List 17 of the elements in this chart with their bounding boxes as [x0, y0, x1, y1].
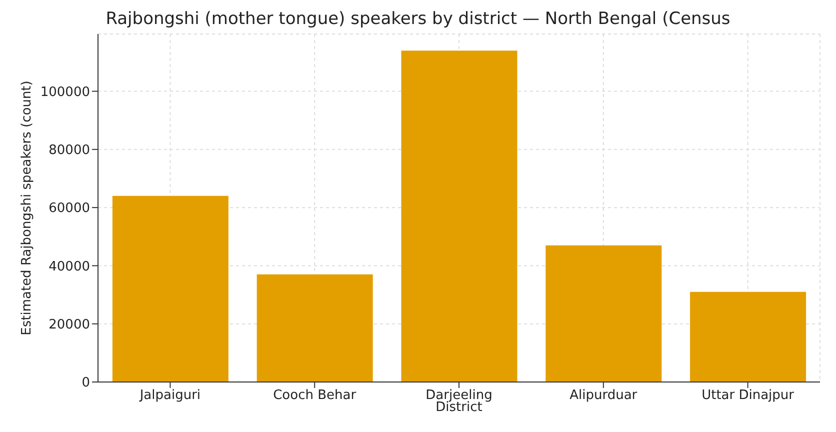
y-tick-label: 0	[82, 376, 90, 391]
x-tick-label: Jalpaiguri	[138, 388, 201, 404]
bar	[546, 245, 662, 382]
bar	[256, 274, 373, 382]
y-tick-label: 100000	[40, 84, 90, 100]
x-tick-label: Cooch Behar	[273, 388, 357, 404]
y-tick-label: 20000	[48, 317, 90, 332]
y-tick-label: 60000	[48, 201, 90, 216]
y-tick-label: 80000	[48, 143, 90, 158]
y-axis-title: Estimated Rajbongshi speakers (count)	[20, 80, 35, 336]
bar	[112, 196, 228, 382]
x-tick-label: Uttar Dinajpur	[702, 388, 795, 404]
bar	[690, 292, 806, 382]
chart-title: Rajbongshi (mother tongue) speakers by district — North Bengal (Census	[104, 8, 732, 30]
y-tick-label: 40000	[48, 259, 90, 274]
x-tick-label: Alipurduar	[570, 388, 638, 404]
bar	[401, 50, 518, 382]
